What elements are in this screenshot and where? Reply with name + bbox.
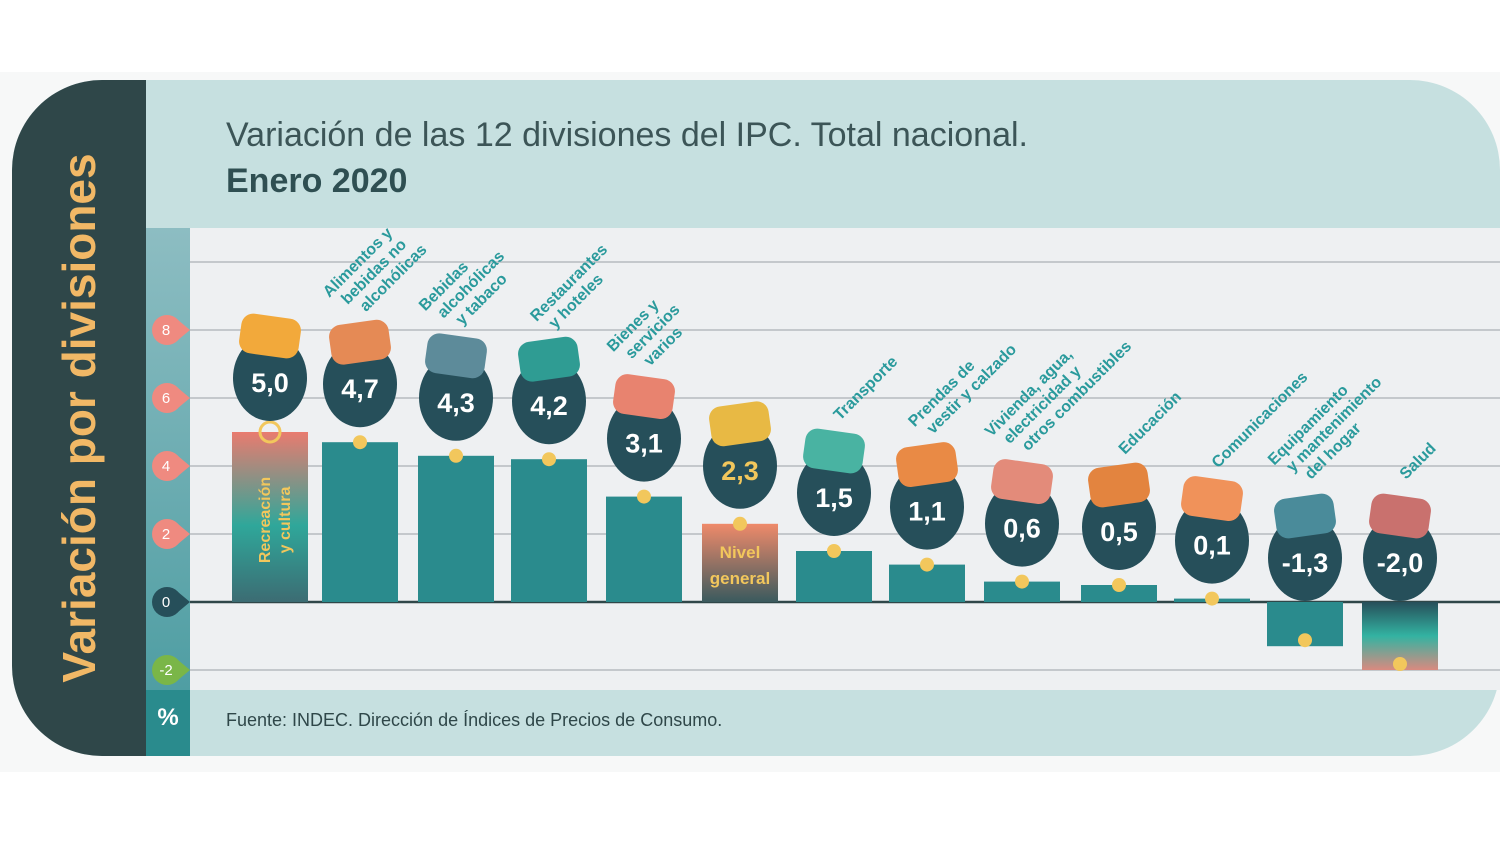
y-tick-label: 2 — [162, 526, 170, 543]
bar-end-dot — [449, 448, 463, 463]
y-tick-label: 6 — [162, 390, 170, 407]
first-aid-icon — [1369, 493, 1431, 539]
value-label: 4,7 — [341, 374, 379, 404]
top-margin — [0, 0, 1500, 72]
title-line-2: Enero 2020 — [226, 162, 408, 200]
value-label: 1,1 — [908, 497, 946, 527]
bottom-margin — [0, 772, 1500, 850]
y-tick: 4 — [152, 451, 190, 481]
tick-pointer — [178, 524, 190, 544]
title-line-1: Variación de las 12 divisiones del IPC. … — [226, 116, 1028, 154]
category-label-line: y cultura — [277, 487, 294, 554]
y-tick-label: -2 — [159, 662, 172, 679]
category-label-line: Nivel — [720, 543, 761, 562]
category-label: Nivel general — [710, 543, 770, 588]
value-label: 2,3 — [721, 456, 759, 486]
category-label: Recreación y cultura — [257, 477, 294, 563]
bar — [984, 581, 1060, 602]
value-label: -2,0 — [1377, 548, 1424, 578]
bar — [606, 496, 682, 602]
value-label: 4,3 — [437, 388, 475, 418]
value-label: 0,6 — [1003, 514, 1041, 544]
bar-end-dot — [1298, 633, 1312, 648]
bar-end-dot — [353, 435, 367, 450]
y-tick: 8 — [152, 315, 190, 345]
bar-group: 5,0 Recreación y cultura — [232, 313, 308, 602]
tick-marker — [152, 315, 182, 345]
value-label: 0,5 — [1100, 517, 1138, 547]
bar — [511, 459, 587, 602]
value-label: 1,5 — [815, 483, 853, 513]
car-sube-icon — [803, 428, 865, 474]
washing-machine-icon — [1274, 493, 1336, 539]
bar-end-dot — [637, 489, 651, 504]
travel-luggage-icon — [518, 336, 580, 382]
bar-end-dot — [733, 516, 747, 531]
side-panel: Variación por divisiones — [12, 80, 146, 756]
unit-label: % — [146, 690, 190, 756]
tick-pointer — [178, 320, 190, 340]
value-label: 0,1 — [1193, 531, 1231, 561]
bar — [1081, 585, 1157, 602]
bar — [702, 523, 778, 602]
y-tick: 6 — [152, 383, 190, 413]
tick-marker — [152, 587, 182, 617]
y-tick: -2 — [152, 655, 190, 685]
tick-pointer — [178, 388, 190, 408]
bar-end-dot — [1112, 578, 1126, 592]
bar-end-dot — [542, 452, 556, 467]
book-icon — [1088, 462, 1150, 508]
y-tick: 0 — [152, 587, 190, 617]
bar-end-dot — [827, 544, 841, 558]
tick-pointer — [178, 660, 190, 680]
value-label: 5,0 — [251, 368, 289, 398]
category-label-line: general — [710, 569, 770, 588]
tick-pointer — [178, 456, 190, 476]
tick-marker — [152, 519, 182, 549]
bar — [322, 442, 398, 602]
value-label: 3,1 — [625, 429, 663, 459]
comb-scissors-icon — [613, 374, 675, 420]
phone-icon — [1181, 476, 1243, 522]
bar — [232, 432, 308, 602]
tshirt-shoe-icon — [896, 442, 958, 488]
tick-pointer — [178, 592, 190, 612]
chart-title: Variación de las 12 divisiones del IPC. … — [226, 112, 1028, 204]
value-label: -1,3 — [1282, 548, 1329, 578]
y-tick-label: 8 — [162, 322, 170, 339]
bar-end-dot — [920, 557, 934, 572]
lightbulb-wrench-icon — [991, 459, 1053, 505]
sun-umbrella-icon — [239, 313, 301, 359]
bar-end-marker — [258, 420, 282, 444]
tick-marker — [152, 383, 182, 413]
tick-marker — [152, 451, 182, 481]
y-tick: 2 — [152, 519, 190, 549]
y-tick-label: 0 — [162, 594, 170, 611]
y-tick-label: 4 — [162, 458, 170, 475]
bar-end-dot — [1015, 574, 1029, 589]
bar-group: 2,3 Nivel general — [702, 401, 778, 602]
source-footer: Fuente: INDEC. Dirección de Índices de P… — [226, 710, 723, 730]
bar — [418, 455, 494, 602]
value-label: 4,2 — [530, 391, 568, 421]
bottle-icon — [425, 333, 487, 379]
tick-marker — [152, 655, 182, 685]
category-label-line: Recreación — [257, 477, 274, 563]
roast-chicken-icon — [329, 319, 391, 365]
bar — [796, 551, 872, 602]
bar-end-dot — [1393, 657, 1407, 671]
shopping-bag-icon — [709, 401, 771, 447]
bar-end-dot — [1205, 591, 1219, 606]
